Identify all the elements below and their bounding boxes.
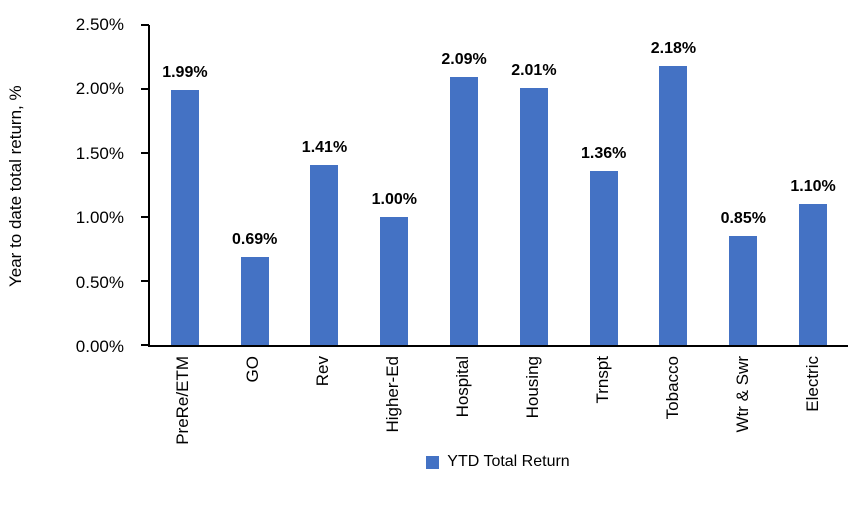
x-category-label: Hospital: [453, 356, 472, 418]
bar-value-label: 0.85%: [720, 210, 766, 228]
y-tick-mark: [141, 216, 149, 218]
y-tick-mark: [141, 88, 149, 90]
x-label-cell: Hospital: [428, 356, 498, 462]
bar: [310, 164, 339, 345]
bar: [450, 77, 479, 345]
x-label-cell: Wtr & Swr: [708, 356, 778, 462]
x-label-cell: Housing: [498, 356, 568, 462]
x-axis-category-labels: PreRe/ETM GO Rev Higher-Ed Hospital Housing Tr…: [148, 356, 848, 462]
y-tick-mark: [141, 24, 149, 26]
x-category-label: Wtr & Swr: [733, 356, 752, 433]
bar-column: 1.36%: [569, 25, 639, 345]
bar-value-label: 1.99%: [162, 64, 208, 82]
x-label-cell: Rev: [288, 356, 358, 462]
bar-column: 1.41%: [290, 25, 360, 345]
plot-area: 1.99% 0.69% 1.41% 1.00% 2.09% 2.01% 1.36% 2.18%…: [141, 24, 848, 347]
bar-value-label: 1.36%: [580, 144, 627, 162]
bar-column: 1.00%: [359, 25, 429, 345]
x-label-cell: PreRe/ETM: [148, 356, 218, 462]
bar-column: 1.10%: [778, 25, 848, 345]
bar-value-label: 0.69%: [232, 230, 278, 248]
bar-series: 1.99% 0.69% 1.41% 1.00% 2.09% 2.01% 1.36% 2.18%…: [150, 25, 848, 345]
x-category-label: Rev: [313, 356, 332, 387]
bar: [659, 65, 688, 345]
x-category-label: GO: [243, 356, 262, 383]
bar: [729, 236, 758, 345]
x-category-label: Housing: [523, 356, 542, 419]
y-tick-label: 1.50%: [75, 143, 124, 163]
bar-value-label: 2.01%: [511, 61, 557, 79]
bar-value-label: 1.41%: [301, 138, 348, 156]
bar: [380, 217, 409, 345]
y-tick-mark: [141, 152, 149, 154]
x-category-label: Electric: [803, 356, 822, 412]
bar-value-label: 2.18%: [650, 39, 697, 57]
bar-value-label: 1.00%: [371, 191, 417, 208]
y-tick-label: 2.50%: [75, 15, 124, 34]
bar-column: 2.01%: [499, 25, 569, 345]
y-tick-label: 2.00%: [75, 79, 124, 99]
bar: [589, 170, 618, 345]
bar-column: 2.09%: [429, 25, 499, 345]
x-category-label: Tobacco: [663, 356, 682, 420]
x-category-label: Higher-Ed: [383, 356, 402, 433]
bar-column: 1.99%: [150, 25, 220, 345]
legend: YTD Total Return: [148, 453, 848, 471]
y-tick-label: 1.00%: [75, 208, 124, 228]
y-tick-mark: [141, 344, 149, 346]
bar-value-label: 1.10%: [790, 178, 836, 196]
x-label-cell: Electric: [778, 356, 848, 462]
y-axis-tick-labels: 0.00% 0.50% 1.00% 1.50% 2.00% 2.50%: [0, 15, 136, 356]
x-label-cell: Tobacco: [638, 356, 708, 462]
y-tick-label: 0.50%: [75, 272, 124, 292]
x-category-label: PreRe/ETM: [173, 356, 192, 445]
bar: [170, 90, 199, 345]
x-label-cell: GO: [218, 356, 288, 462]
bar-value-label: 2.09%: [441, 51, 487, 69]
bar-column: 2.18%: [639, 25, 709, 345]
bar-column: 0.85%: [708, 25, 778, 345]
y-tick-mark: [141, 280, 149, 282]
legend-label: YTD Total Return: [447, 453, 570, 470]
x-category-label: Trnspt: [593, 356, 612, 404]
x-label-cell: Higher-Ed: [358, 356, 428, 462]
y-tick-label: 0.00%: [75, 337, 124, 356]
bar: [240, 256, 269, 345]
legend-swatch-icon: [426, 455, 440, 469]
bar-column: 0.69%: [220, 25, 290, 345]
x-label-cell: Trnspt: [568, 356, 638, 462]
bar: [799, 204, 828, 345]
bar: [519, 87, 548, 345]
